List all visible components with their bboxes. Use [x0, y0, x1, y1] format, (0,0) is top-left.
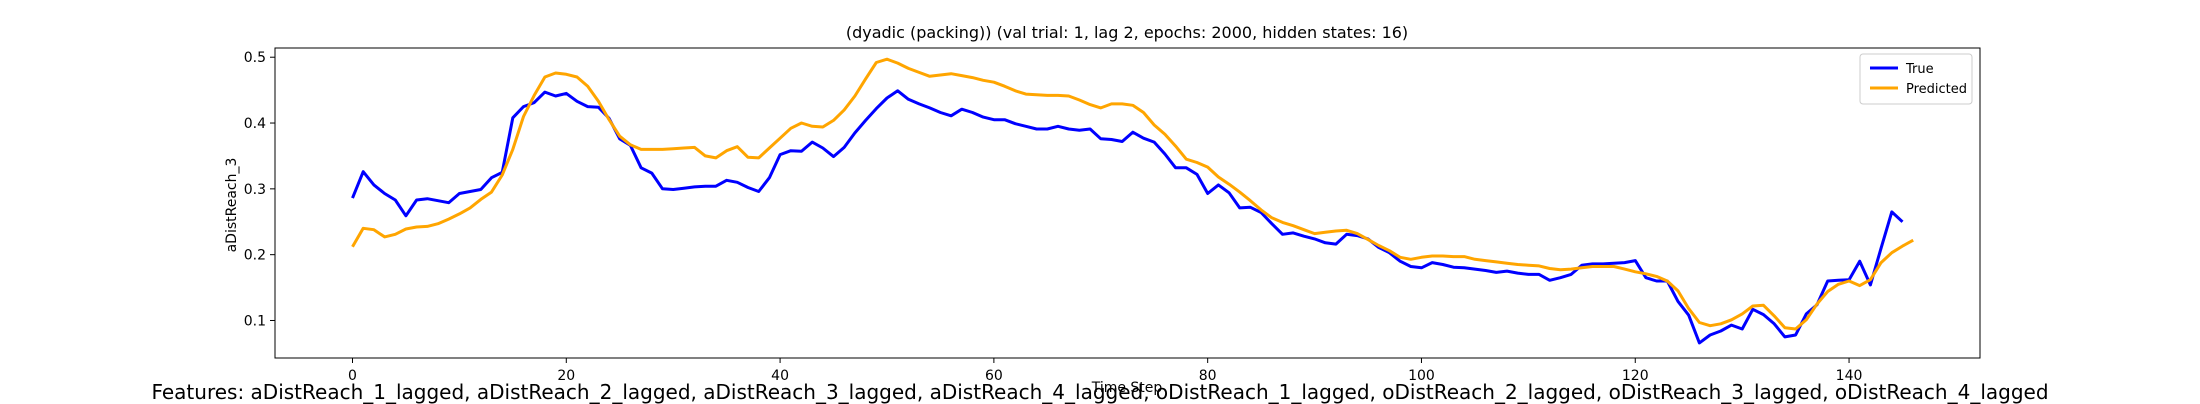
series-line-predicted — [351, 57, 1914, 331]
series-line-true — [351, 89, 1904, 345]
x-tick-label: 0 — [348, 368, 357, 384]
y-tick-label: 0.4 — [244, 116, 266, 132]
x-tick-label: 120 — [1622, 368, 1649, 384]
x-tick-label: 140 — [1836, 368, 1863, 384]
x-axis-ticks: 0 20 40 60 80 100 120 140 — [348, 358, 1862, 384]
y-axis-ticks: 0.1 0.2 0.3 0.4 0.5 — [244, 50, 275, 329]
x-tick-label: 20 — [557, 368, 575, 384]
plot-frame — [274, 47, 1981, 359]
y-axis-label: aDistReach_3 — [224, 158, 240, 253]
x-tick-label: 100 — [1408, 368, 1435, 384]
y-tick-label: 0.3 — [244, 182, 266, 198]
x-tick-label: 40 — [771, 368, 789, 384]
features-caption: Features: aDistReach_1_lagged, aDistReac… — [151, 380, 2049, 404]
y-tick-label: 0.5 — [244, 50, 266, 66]
chart-title: (dyadic (packing)) (val trial: 1, lag 2,… — [846, 23, 1408, 42]
x-tick-label: 60 — [985, 368, 1003, 384]
legend-label-true: True — [1905, 62, 1934, 77]
legend: True Predicted — [1859, 53, 1973, 105]
y-tick-label: 0.1 — [244, 313, 266, 329]
y-tick-label: 0.2 — [244, 248, 266, 264]
series-lines — [351, 57, 1914, 345]
legend-label-predicted: Predicted — [1906, 82, 1967, 97]
x-axis-label: Time Step — [1091, 380, 1163, 396]
x-tick-label: 80 — [1199, 368, 1217, 384]
plot-area: 0 20 40 60 80 100 120 140 0.1 0.2 0.3 0.4 0.5 — [244, 47, 1981, 384]
